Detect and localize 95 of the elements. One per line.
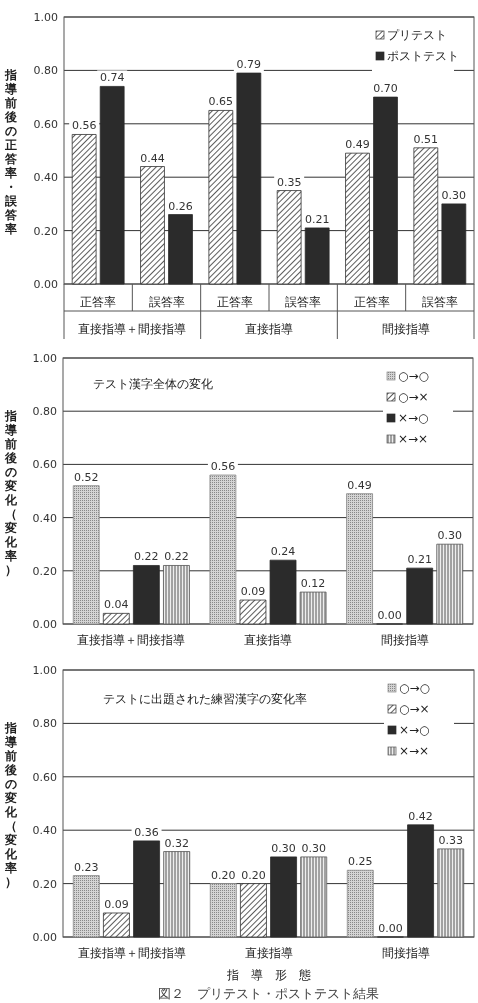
data-label: 0.20	[241, 868, 266, 882]
data-label: 0.09	[240, 585, 266, 599]
data-label: 0.65	[208, 95, 234, 109]
legend-label: ×→○	[398, 411, 429, 425]
data-label: 0.52	[73, 470, 99, 484]
y-tick-label: 0.80	[33, 64, 58, 78]
data-label: 0.35	[276, 175, 302, 189]
data-label: 0.24	[270, 545, 296, 559]
y-tick-label: 0.20	[32, 564, 57, 578]
legend-label: ○→○	[398, 369, 429, 383]
data-label: 0.04	[104, 598, 129, 612]
bar	[103, 912, 130, 938]
x-tick-label: 間接指導	[381, 946, 430, 960]
y-tick-label: 0.60	[32, 770, 57, 784]
data-label: 0.26	[168, 199, 193, 213]
legend-label: ×→×	[398, 432, 429, 446]
y-tick-label: 0.40	[32, 824, 57, 838]
x-tick-label: 誤答率	[285, 295, 322, 309]
data-label: 0.49	[347, 478, 372, 492]
y-tick-label: 1.00	[33, 11, 58, 24]
text: テスト漢字全体の変化	[93, 377, 213, 391]
bar	[102, 612, 130, 625]
data-label: 0.51	[413, 132, 439, 146]
legend-label: ○→×	[399, 702, 430, 716]
data-label: 0.56	[71, 119, 97, 133]
data-label: 0.30	[441, 188, 467, 202]
legend-label: ○→○	[399, 681, 430, 695]
text: テストに出題された練習漢字の変化率	[103, 692, 307, 706]
y-tick-label: 0.40	[32, 511, 57, 525]
text: 指導前後の正答率・誤答率	[5, 68, 17, 236]
x-tick-label: 直接指導	[244, 946, 293, 960]
legend-label: プリテスト	[387, 28, 447, 42]
bar	[346, 493, 373, 625]
bar	[209, 474, 237, 625]
x-tick-label: 正答率	[80, 295, 117, 309]
text: 指導前後の変化（変化率）	[5, 409, 17, 577]
x-tick-label: 直接指導＋間接指導	[77, 633, 186, 647]
data-label: 0.70	[373, 82, 398, 96]
legend-label: ×→×	[399, 744, 430, 758]
data-label: 0.49	[345, 138, 370, 152]
data-label: 0.22	[134, 550, 159, 564]
data-label: 0.42	[408, 809, 433, 823]
data-label: 0.00	[378, 922, 403, 935]
data-label: 0.09	[104, 897, 129, 911]
caption: 図２ プリテスト・ポストテスト結果	[158, 986, 379, 1001]
legend-label: ○→×	[398, 390, 429, 404]
y-tick-label: 0.60	[32, 458, 57, 472]
x-tick-label: 正答率	[353, 295, 390, 309]
y-tick-label: 0.00	[32, 618, 57, 631]
data-label: 0.74	[99, 71, 125, 85]
y-tick-label: 0.80	[32, 405, 57, 419]
data-label: 0.56	[210, 460, 236, 474]
x-tick-label: 間接指導	[380, 633, 429, 647]
bar	[239, 599, 267, 625]
data-label: 0.32	[164, 836, 189, 850]
text: 指導前後の変化（変化率）	[5, 721, 17, 889]
y-tick-label: 0.00	[32, 931, 57, 944]
y-tick-label: 0.40	[33, 171, 58, 185]
data-label: 0.30	[437, 529, 463, 543]
data-label: 0.25	[348, 855, 373, 869]
data-label: 0.23	[74, 860, 99, 874]
legend-label: ×→○	[399, 723, 430, 737]
text: 直接指導＋間接指導	[78, 322, 187, 336]
data-label: 0.21	[407, 553, 432, 567]
data-label: 0.00	[377, 609, 402, 622]
data-label: 0.12	[300, 577, 326, 591]
data-label: 0.30	[271, 841, 296, 855]
x-tick-label: 誤答率	[148, 295, 185, 309]
bar	[72, 485, 100, 625]
text: 間接指導	[381, 322, 430, 336]
y-tick-label: 1.00	[32, 352, 57, 365]
bar	[209, 883, 237, 938]
data-label: 0.30	[301, 841, 326, 855]
data-label: 0.44	[140, 151, 165, 165]
x-tick-label: 直接指導＋間接指導	[77, 946, 186, 960]
bar	[72, 875, 100, 938]
y-tick-label: 0.60	[33, 117, 58, 131]
data-label: 0.36	[134, 825, 159, 839]
bar	[346, 869, 374, 938]
y-tick-label: 0.20	[32, 877, 57, 891]
data-label: 0.21	[304, 212, 330, 226]
data-label: 0.79	[236, 58, 262, 72]
x-tick-label: 正答率	[216, 295, 253, 309]
y-tick-label: 1.00	[32, 664, 57, 677]
y-tick-label: 0.00	[33, 278, 58, 291]
x-tick-label: 誤答率	[421, 295, 458, 309]
legend-label: ポストテスト	[387, 49, 459, 63]
data-label: 0.33	[438, 833, 463, 847]
data-label: 0.20	[211, 868, 236, 882]
y-tick-label: 0.80	[32, 717, 57, 731]
y-tick-label: 0.20	[33, 224, 58, 238]
text: 直接指導	[245, 322, 293, 336]
x-tick-label: 直接指導	[244, 633, 292, 647]
data-label: 0.22	[164, 550, 189, 564]
x-axis-title: 指 導 形 態	[225, 968, 311, 982]
